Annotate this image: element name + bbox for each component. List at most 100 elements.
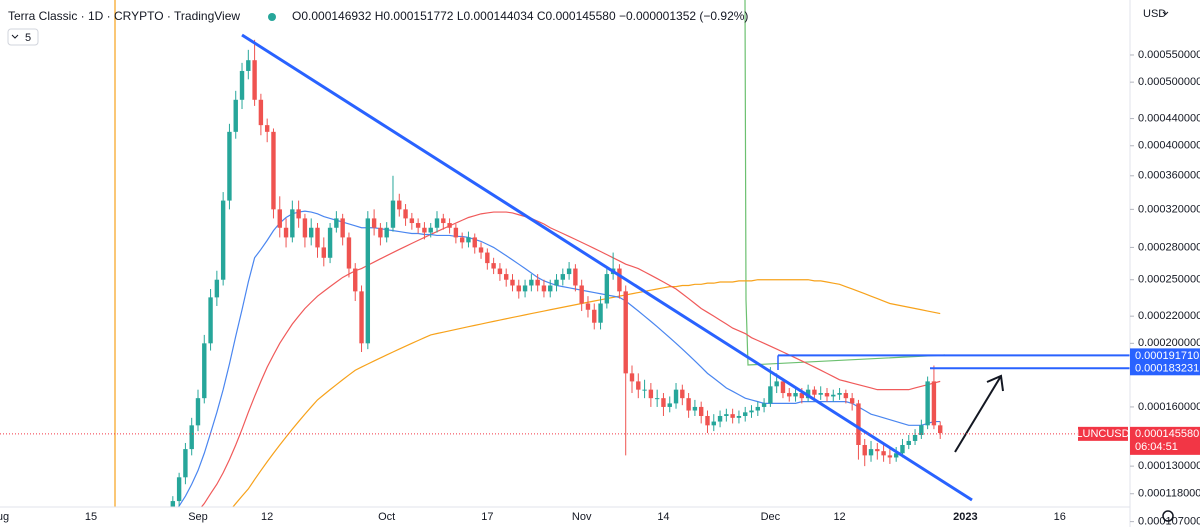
chevron [11, 34, 19, 39]
candle-body [843, 393, 849, 399]
candle-body [334, 218, 339, 228]
candle-body [761, 403, 767, 407]
interval-box[interactable] [7, 28, 39, 46]
price-tag [1130, 426, 1200, 455]
candle-body [378, 227, 383, 238]
candle-body [478, 247, 484, 253]
x-tick-label: 17 [481, 511, 493, 523]
chevron [1162, 11, 1169, 16]
candle-body [793, 393, 798, 397]
candle-body [290, 209, 295, 238]
candle-body [900, 444, 905, 454]
candle-body [598, 303, 603, 323]
y-tick-label: 0.000200000 [1138, 337, 1200, 349]
candle-body [220, 200, 226, 280]
symbol-tag-label: LUNCUSD [1076, 428, 1129, 440]
x-tick-label: 16 [1054, 511, 1066, 523]
candle-body [214, 279, 220, 298]
candle-body [592, 309, 597, 323]
candle-body [491, 263, 496, 269]
price-label: 0.000145580 [1135, 428, 1199, 440]
candle-body [906, 440, 911, 445]
trend-line [241, 33, 973, 502]
moving-average [232, 279, 941, 507]
candle-body [881, 451, 886, 456]
candle-body [415, 223, 421, 228]
candle-body [271, 131, 276, 210]
candle-body [648, 389, 654, 399]
x-tick-label: Oct [378, 511, 395, 523]
candle-body [868, 449, 874, 456]
candle-body [459, 237, 465, 243]
interval[interactable]: 5 [25, 32, 31, 44]
x-tick-label: ug [0, 511, 9, 523]
candle-body [422, 227, 427, 233]
candle-body [629, 373, 635, 382]
arrow [954, 375, 1002, 453]
candle-body [831, 394, 836, 397]
candle-body [390, 200, 396, 228]
candle-body [264, 125, 270, 132]
moving-average [200, 211, 941, 507]
candle-body [893, 453, 899, 458]
candle-body [692, 406, 698, 411]
symbol-title: Terra Classic · 1D · CRYPTO · TradingVie… [8, 9, 240, 23]
y-tick-label: 0.000220000 [1138, 310, 1200, 322]
candle-body [698, 406, 704, 416]
candle-body [504, 274, 509, 280]
candle-body [566, 268, 572, 275]
candle-body [183, 449, 188, 478]
candle-body [661, 398, 666, 407]
candle-body [673, 389, 679, 404]
candle-body [585, 303, 591, 310]
y-tick-label: 0.000250000 [1138, 274, 1200, 286]
symbol-tag [1078, 426, 1128, 441]
candle-body [309, 227, 314, 238]
candle-body [642, 389, 647, 391]
candle-body [453, 227, 459, 238]
candle-body [774, 381, 779, 387]
candle-body [246, 60, 251, 71]
candle-body [724, 414, 729, 416]
candle-body [560, 274, 566, 280]
candle-body [554, 279, 559, 286]
candle-body [541, 285, 547, 292]
candle-body [189, 425, 194, 450]
candle-body [548, 285, 553, 292]
candle-body [862, 444, 867, 456]
candle-body [755, 406, 760, 411]
drawings [0, 33, 1130, 502]
candle-body [283, 227, 289, 238]
level-label: 0.000191710 [1135, 350, 1199, 362]
candle-body [516, 285, 521, 292]
candle-body [749, 410, 754, 413]
currency[interactable]: USD [1143, 8, 1166, 20]
candle-body [705, 415, 710, 426]
y-tick-label: 0.000280000 [1138, 241, 1200, 253]
x-tick-label: 14 [657, 511, 669, 523]
x-tick-label: 12 [833, 511, 845, 523]
candle-body [365, 218, 371, 344]
candle-body [617, 268, 622, 292]
settings-icon[interactable] [1162, 510, 1174, 522]
candle-body [912, 434, 918, 441]
candle-body [208, 297, 213, 344]
candle-body [233, 99, 238, 132]
candle-body [799, 393, 805, 399]
candle-body [239, 70, 245, 100]
candle-body [711, 421, 716, 426]
candle-body [535, 279, 540, 286]
y-tick-label: 0.000130000 [1138, 460, 1200, 472]
candle-body [938, 425, 943, 434]
candle-body [686, 398, 691, 411]
y-tick-label: 0.000320000 [1138, 203, 1200, 215]
candle-body [497, 268, 503, 275]
candle-body [384, 227, 389, 238]
candle-body [403, 209, 408, 219]
y-tick-label: 0.000500000 [1138, 76, 1200, 88]
candle-body [856, 403, 861, 445]
candle-body [573, 268, 578, 286]
candle-body [277, 209, 282, 228]
candle-body [812, 389, 817, 395]
